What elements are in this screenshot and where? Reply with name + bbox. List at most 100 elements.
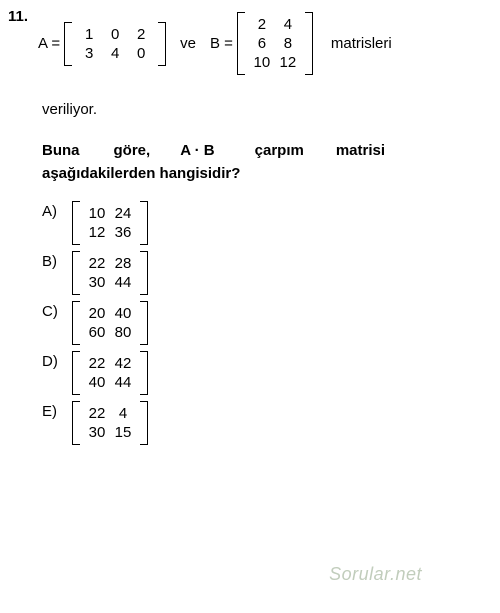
matrix-cell: 80 xyxy=(110,323,136,342)
matrix-row: 30 44 xyxy=(84,273,136,292)
option-label: C) xyxy=(42,301,72,320)
option-label: A) xyxy=(42,201,72,220)
option-label: B) xyxy=(42,251,72,270)
matrix-row: 22 4 xyxy=(84,404,136,423)
bracket-left-icon xyxy=(72,351,80,395)
matrix-cell: 30 xyxy=(84,423,110,442)
matrix-b-rows: 2 4 6 8 10 12 xyxy=(245,12,305,75)
bracket-left-icon xyxy=(72,251,80,295)
bracket-left-icon xyxy=(72,401,80,445)
matrix-cell: 44 xyxy=(110,273,136,292)
bracket-right-icon xyxy=(140,251,148,295)
watermark-text: Sorular.net xyxy=(329,564,422,585)
option-matrix: 22 4 30 15 xyxy=(72,401,148,445)
matrix-cell: 4 xyxy=(110,404,136,423)
matrix-cell: 44 xyxy=(110,373,136,392)
option-a: A) 10 24 12 36 xyxy=(42,201,482,245)
matrix-row: 3 4 0 xyxy=(76,44,154,63)
bracket-left-icon xyxy=(72,301,80,345)
question-word: A · B xyxy=(180,142,214,159)
option-e: E) 22 4 30 15 xyxy=(42,401,482,445)
bracket-right-icon xyxy=(140,351,148,395)
matrix-cell: 42 xyxy=(110,354,136,373)
matrix-row: 20 40 xyxy=(84,304,136,323)
bracket-right-icon xyxy=(140,301,148,345)
matrix-cell: 30 xyxy=(84,273,110,292)
matrix-cell: 2 xyxy=(249,15,275,34)
matrix-b-label: B = xyxy=(210,35,233,52)
matrix-cell: 15 xyxy=(110,423,136,442)
option-d: D) 22 42 40 44 xyxy=(42,351,482,395)
matrix-row: 12 36 xyxy=(84,223,136,242)
matrix-rows: 22 28 30 44 xyxy=(80,251,140,295)
question-line2: aşağıdakilerden hangisidir? xyxy=(42,165,240,182)
matrix-cell: 3 xyxy=(76,44,102,63)
bracket-left-icon xyxy=(72,201,80,245)
matrix-row: 1 0 2 xyxy=(76,25,154,44)
option-matrix: 22 28 30 44 xyxy=(72,251,148,295)
option-label: E) xyxy=(42,401,72,420)
matrix-row: 60 80 xyxy=(84,323,136,342)
bracket-right-icon xyxy=(140,201,148,245)
matrix-rows: 10 24 12 36 xyxy=(80,201,140,245)
matrix-row: 40 44 xyxy=(84,373,136,392)
bracket-right-icon xyxy=(305,12,313,75)
question-body: A = 1 0 2 3 4 0 ve B xyxy=(34,8,482,75)
matrix-cell: 60 xyxy=(84,323,110,342)
matrix-cell: 22 xyxy=(84,354,110,373)
matrix-row: 10 12 xyxy=(249,53,301,72)
given-trailing-text: matrisleri xyxy=(331,35,392,52)
question-word: çarpım xyxy=(255,142,304,159)
bracket-right-icon xyxy=(140,401,148,445)
matrix-row: 2 4 xyxy=(249,15,301,34)
matrix-a: 1 0 2 3 4 0 xyxy=(64,22,166,66)
question-word: göre, xyxy=(114,142,151,159)
question-row: 11. A = 1 0 2 3 4 0 xyxy=(8,8,482,75)
matrix-rows: 22 42 40 44 xyxy=(80,351,140,395)
option-label: D) xyxy=(42,351,72,370)
veriliyor-text: veriliyor. xyxy=(42,101,482,118)
bracket-left-icon xyxy=(64,22,72,66)
question-number: 11. xyxy=(8,8,34,25)
option-matrix: 22 42 40 44 xyxy=(72,351,148,395)
matrix-cell: 22 xyxy=(84,404,110,423)
matrix-rows: 22 4 30 15 xyxy=(80,401,140,445)
matrix-cell: 0 xyxy=(102,25,128,44)
matrix-cell: 28 xyxy=(110,254,136,273)
question-text: Buna göre, A · B çarpım matrisi aşağıdakiler… xyxy=(42,140,472,185)
question-word: Buna xyxy=(42,142,80,159)
option-b: B) 22 28 30 44 xyxy=(42,251,482,295)
matrix-row: 30 15 xyxy=(84,423,136,442)
matrix-cell: 6 xyxy=(249,34,275,53)
question-word: matrisi xyxy=(336,142,385,159)
matrix-row: 22 42 xyxy=(84,354,136,373)
matrix-a-label: A = xyxy=(38,35,60,52)
matrix-cell: 10 xyxy=(84,204,110,223)
matrix-cell: 40 xyxy=(110,304,136,323)
matrix-cell: 1 xyxy=(76,25,102,44)
matrix-row: 10 24 xyxy=(84,204,136,223)
matrix-cell: 8 xyxy=(275,34,301,53)
matrix-cell: 40 xyxy=(84,373,110,392)
matrix-row: 6 8 xyxy=(249,34,301,53)
option-matrix: 10 24 12 36 xyxy=(72,201,148,245)
matrix-cell: 2 xyxy=(128,25,154,44)
matrix-cell: 36 xyxy=(110,223,136,242)
matrix-rows: 20 40 60 80 xyxy=(80,301,140,345)
matrix-a-rows: 1 0 2 3 4 0 xyxy=(72,22,158,66)
matrix-b: 2 4 6 8 10 12 xyxy=(237,12,313,75)
matrix-cell: 12 xyxy=(275,53,301,72)
options-list: A) 10 24 12 36 B) 22 28 xyxy=(42,201,482,445)
matrix-row: 22 28 xyxy=(84,254,136,273)
bracket-left-icon xyxy=(237,12,245,75)
matrix-cell: 20 xyxy=(84,304,110,323)
matrix-cell: 12 xyxy=(84,223,110,242)
option-matrix: 20 40 60 80 xyxy=(72,301,148,345)
option-c: C) 20 40 60 80 xyxy=(42,301,482,345)
matrix-cell: 4 xyxy=(102,44,128,63)
matrix-cell: 4 xyxy=(275,15,301,34)
matrix-cell: 24 xyxy=(110,204,136,223)
connective-ve: ve xyxy=(180,35,196,52)
matrix-cell: 0 xyxy=(128,44,154,63)
given-matrices-row: A = 1 0 2 3 4 0 ve B xyxy=(38,12,482,75)
